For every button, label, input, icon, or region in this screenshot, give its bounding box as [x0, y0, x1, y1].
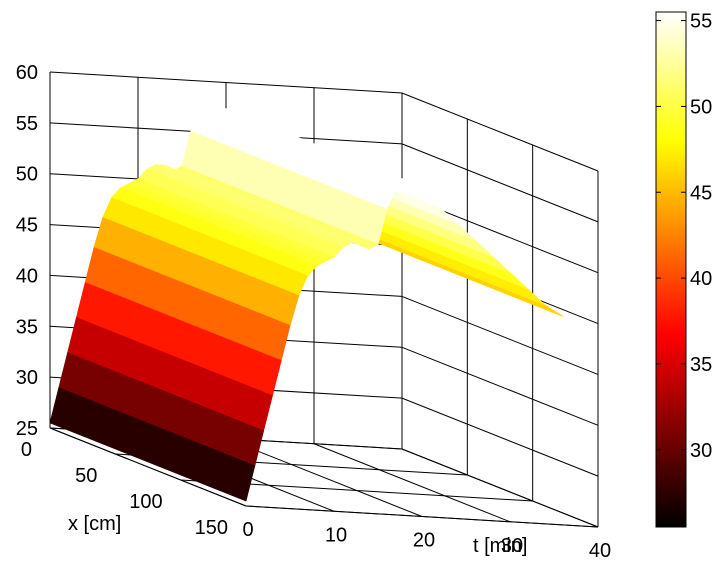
x-tick-label: 100 — [129, 491, 162, 513]
tick-layer: 25 30 35 40 45 50 55 60 0 50 100 150 0 10 20 30 40 — [16, 62, 611, 562]
x-axis-label: x [cm] — [68, 513, 121, 535]
t-tick-label: 40 — [589, 540, 611, 558]
axis-line-t — [245, 505, 599, 528]
z-tick-label: 30 — [16, 367, 38, 389]
surface-layer — [49, 101, 564, 502]
colorbar-tick-label: 35 — [690, 354, 712, 376]
grid-line-z-back — [401, 397, 599, 477]
surface-patch — [49, 387, 256, 502]
colorbar-tick-label: 40 — [690, 268, 712, 290]
z-tick-label: 40 — [16, 265, 38, 287]
grid-line-z-back — [401, 143, 599, 223]
colorbar: 30 35 40 45 50 55 — [655, 11, 712, 528]
grid-line-t-floor — [401, 448, 599, 528]
z-tick-label: 25 — [16, 418, 38, 440]
t-tick-label: 0 — [242, 519, 253, 541]
x-tick-label: 0 — [21, 439, 32, 461]
grid-line-z-back — [401, 92, 599, 172]
t-tick-label: 10 — [325, 524, 347, 546]
z-tick-label: 55 — [16, 113, 38, 135]
colorbar-tick-label: 55 — [690, 11, 712, 33]
colorbar-tick-label: 30 — [690, 440, 712, 462]
z-tick-label: 50 — [16, 164, 38, 186]
colorbar-tick-label: 50 — [690, 96, 712, 118]
grid-line-t-floor — [313, 443, 511, 523]
x-tick-label: 50 — [75, 465, 97, 487]
x-tick-label: 150 — [195, 517, 228, 539]
grid-line-z-back — [401, 346, 599, 426]
t-tick-label: 30 — [501, 535, 523, 557]
axis-line-x — [49, 427, 247, 507]
t-tick-label: 20 — [413, 530, 435, 552]
colorbar-tick-label: 45 — [690, 182, 712, 204]
z-tick-label: 35 — [16, 316, 38, 338]
z-tick-label: 60 — [16, 62, 38, 84]
t-axis-label: t [min] — [473, 535, 527, 557]
grid-line-z-back — [401, 295, 599, 375]
colorbar-gradient — [655, 11, 687, 528]
z-tick-label: 45 — [16, 215, 38, 237]
